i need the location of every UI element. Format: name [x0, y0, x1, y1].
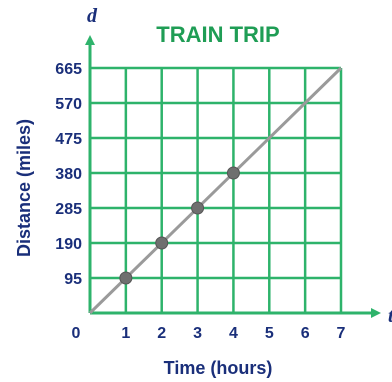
x-tick-label: 3 [193, 325, 202, 342]
x-tick-label: 4 [229, 325, 238, 342]
x-tick-labels: 1 2 3 4 5 6 7 [121, 325, 345, 342]
data-points [119, 166, 240, 285]
grid [90, 66, 343, 313]
x-tick-label: 1 [121, 325, 130, 342]
y-tick-label: 380 [55, 166, 82, 183]
trend-line [88, 66, 343, 315]
x-tick-label: 7 [337, 325, 346, 342]
data-point [191, 201, 205, 215]
y-tick-label: 285 [55, 201, 82, 218]
y-tick-labels: 95 190 285 380 475 570 665 [55, 61, 82, 288]
origin-label: 0 [72, 325, 81, 342]
y-axis-label: Distance (miles) [14, 119, 34, 257]
y-tick-label: 190 [55, 236, 82, 253]
chart-title: TRAIN TRIP [156, 22, 279, 47]
x-axis-label: Time (hours) [164, 358, 273, 378]
y-tick-label: 665 [55, 61, 82, 78]
y-axis-variable: d [87, 5, 98, 27]
data-point [155, 236, 169, 250]
y-tick-label: 95 [64, 271, 82, 288]
x-tick-label: 6 [301, 325, 310, 342]
x-axis-variable: t [388, 305, 392, 327]
data-point [226, 166, 240, 180]
y-tick-label: 475 [55, 131, 82, 148]
data-point [119, 271, 133, 285]
x-tick-label: 2 [157, 325, 166, 342]
x-tick-label: 5 [265, 325, 274, 342]
y-tick-label: 570 [55, 96, 82, 113]
